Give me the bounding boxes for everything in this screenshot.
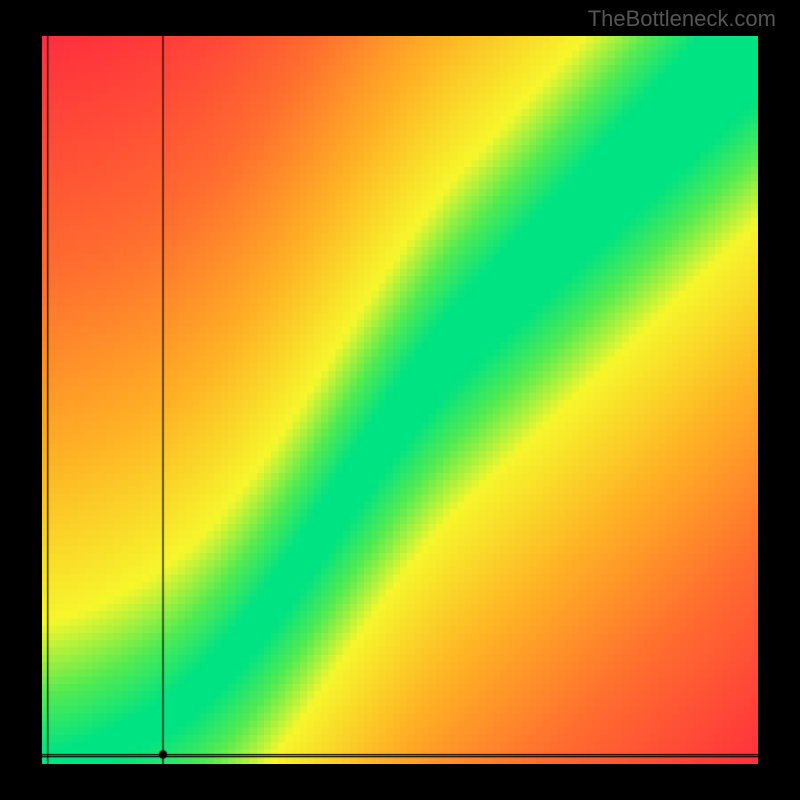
bottleneck-heatmap xyxy=(42,36,758,764)
watermark-text: TheBottleneck.com xyxy=(588,6,776,32)
chart-stage: TheBottleneck.com xyxy=(0,0,800,800)
